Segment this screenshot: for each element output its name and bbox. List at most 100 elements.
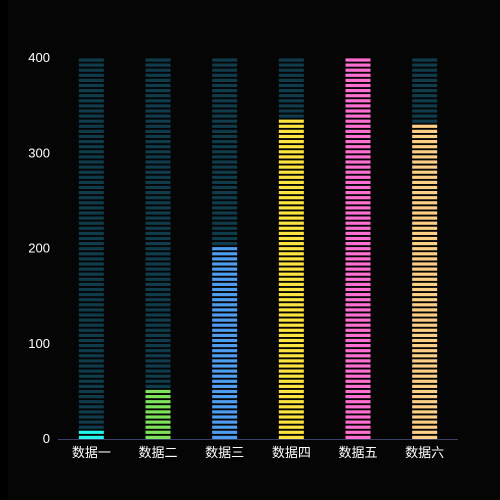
track-segment: [145, 384, 171, 388]
track-segment: [145, 308, 171, 312]
track-segment: [145, 83, 171, 88]
track-segment: [212, 129, 238, 133]
bar-segment: [145, 420, 171, 424]
track-segment: [212, 155, 238, 159]
bar-segment: [212, 323, 238, 327]
track-segment: [278, 114, 304, 118]
track-segment: [145, 201, 171, 205]
bar-segment: [212, 400, 238, 404]
track-segment: [145, 94, 171, 98]
track-segment: [145, 282, 171, 286]
bar-segment: [345, 124, 371, 128]
bar-segment: [412, 420, 438, 424]
track-segment: [78, 150, 104, 154]
bar-track: [145, 58, 171, 388]
bar-segment: [412, 170, 438, 174]
bar-segment: [145, 430, 171, 434]
bar-segment: [278, 308, 304, 312]
track-segment: [212, 170, 238, 174]
track-segment: [78, 145, 104, 149]
bar-segment: [278, 180, 304, 184]
bar-segment: [345, 134, 371, 139]
bar-segment: [278, 226, 304, 230]
track-segment: [145, 231, 171, 235]
track-segment: [78, 262, 104, 266]
bar-segment: [345, 267, 371, 271]
bar-segment: [412, 165, 438, 169]
track-segment: [145, 379, 171, 383]
bar-segment: [345, 211, 371, 215]
bar-segment: [345, 333, 371, 337]
bar-segment: [345, 405, 371, 409]
track-segment: [278, 73, 304, 77]
bar-segment: [278, 221, 304, 225]
track-segment: [412, 104, 438, 108]
bar-segment: [345, 73, 371, 77]
bar-segment: [345, 287, 371, 292]
bar-segment: [345, 303, 371, 307]
bar-segment: [412, 206, 438, 210]
bar-segment: [278, 236, 304, 241]
track-segment: [145, 165, 171, 169]
bar-segment: [212, 410, 238, 414]
track-segment: [78, 384, 104, 388]
bar-segment: [412, 308, 438, 312]
bar-segment: [212, 405, 238, 409]
track-segment: [212, 150, 238, 154]
track-segment: [78, 160, 104, 164]
bar-segment: [145, 400, 171, 404]
track-segment: [145, 99, 171, 103]
track-segment: [212, 63, 238, 67]
track-segment: [78, 191, 104, 195]
track-segment: [278, 94, 304, 98]
bar-segment: [412, 435, 438, 439]
bar-segment: [278, 313, 304, 317]
track-segment: [412, 89, 438, 93]
track-segment: [78, 94, 104, 98]
track-segment: [78, 247, 104, 251]
bar-segment: [78, 435, 104, 439]
track-segment: [412, 73, 438, 77]
x-tick-label: 数据一: [72, 445, 111, 460]
bar-segment: [78, 430, 104, 434]
track-segment: [145, 134, 171, 139]
track-segment: [278, 58, 304, 62]
track-segment: [78, 63, 104, 67]
x-axis-ticks: 数据一 数据二 数据三 数据四 数据五 数据六: [72, 445, 444, 460]
y-axis-ticks: 0 100 200 300 400: [28, 50, 50, 446]
bar-segment: [412, 359, 438, 363]
bar-segment: [345, 379, 371, 383]
track-segment: [145, 160, 171, 164]
y-tick-label: 300: [28, 145, 50, 160]
bar-segment: [212, 298, 238, 302]
bar-segment: [412, 226, 438, 230]
bar-segment: [345, 63, 371, 67]
track-segment: [145, 119, 171, 123]
bar-segment: [412, 323, 438, 327]
track-segment: [78, 395, 104, 399]
track-segment: [212, 211, 238, 215]
track-segment: [145, 252, 171, 256]
track-segment: [78, 211, 104, 215]
track-segment: [145, 369, 171, 373]
bar-segment: [212, 328, 238, 332]
track-segment: [278, 78, 304, 82]
bar-segment: [345, 308, 371, 312]
bar-segment: [278, 400, 304, 404]
track-segment: [212, 185, 238, 190]
bar-segment: [212, 430, 238, 434]
x-tick-label: 数据五: [338, 445, 377, 460]
bar-segment: [278, 216, 304, 220]
track-segment: [145, 104, 171, 108]
bar-segment: [145, 405, 171, 409]
track-segment: [145, 318, 171, 322]
track-segment: [145, 73, 171, 77]
track-segment: [412, 94, 438, 98]
bar-segment: [145, 389, 171, 394]
bar-segment: [212, 333, 238, 337]
track-segment: [278, 99, 304, 103]
bar-segment: [412, 354, 438, 358]
bar-segment: [412, 247, 438, 251]
bar-segment: [345, 277, 371, 281]
